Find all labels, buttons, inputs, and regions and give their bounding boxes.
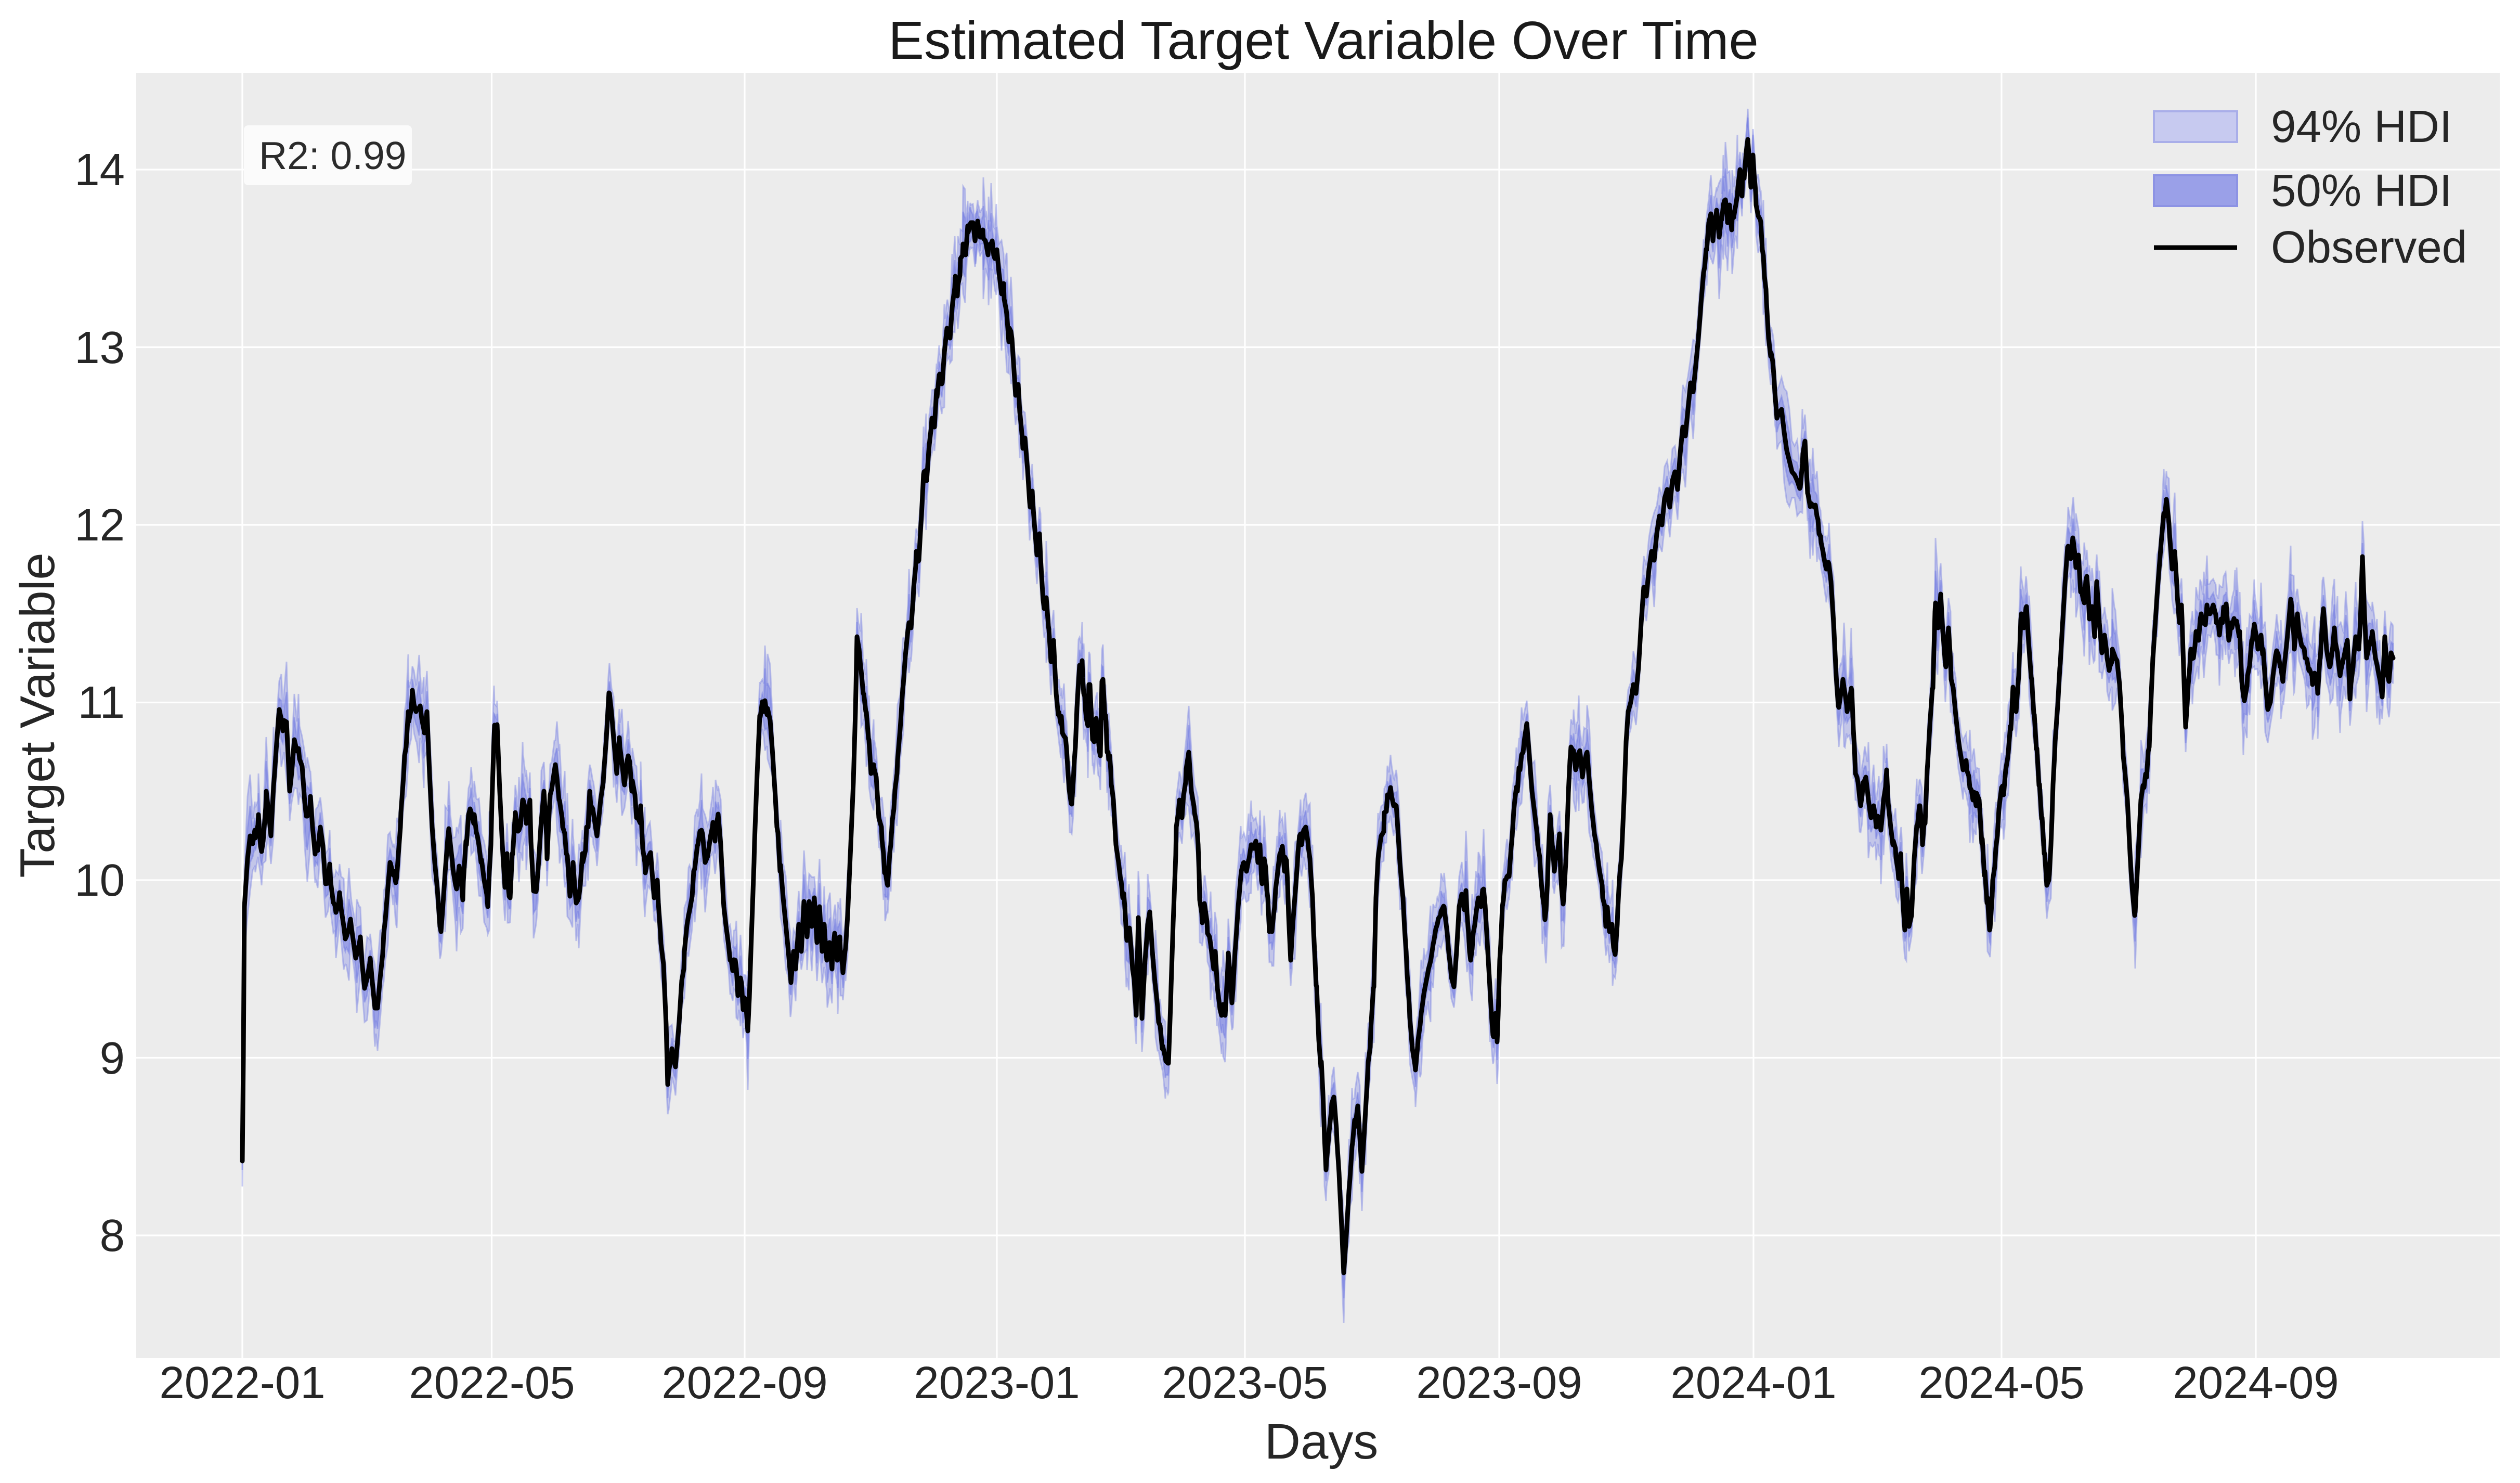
- svg-text:2022-09: 2022-09: [661, 1358, 827, 1408]
- svg-text:2024-01: 2024-01: [1670, 1358, 1836, 1408]
- svg-text:2023-01: 2023-01: [914, 1358, 1080, 1408]
- svg-text:11: 11: [78, 677, 125, 728]
- svg-text:2024-09: 2024-09: [2173, 1358, 2339, 1408]
- svg-text:Days: Days: [1265, 1414, 1379, 1469]
- svg-text:9: 9: [100, 1033, 125, 1084]
- svg-text:2022-05: 2022-05: [409, 1358, 575, 1408]
- svg-text:Target Variable: Target Variable: [10, 552, 64, 878]
- svg-text:13: 13: [74, 323, 125, 373]
- svg-text:94% HDI: 94% HDI: [2271, 101, 2452, 152]
- svg-text:Estimated Target Variable Over: Estimated Target Variable Over Time: [888, 10, 1759, 70]
- svg-text:2023-05: 2023-05: [1162, 1358, 1328, 1408]
- svg-text:2024-05: 2024-05: [1918, 1358, 2084, 1408]
- svg-text:2023-09: 2023-09: [1416, 1358, 1582, 1408]
- svg-text:12: 12: [74, 500, 125, 550]
- svg-text:2022-01: 2022-01: [159, 1358, 325, 1408]
- svg-text:Observed: Observed: [2271, 222, 2467, 273]
- svg-text:10: 10: [74, 855, 125, 906]
- svg-text:50% HDI: 50% HDI: [2271, 165, 2452, 216]
- svg-text:14: 14: [74, 145, 125, 195]
- svg-text:R2: 0.99: R2: 0.99: [259, 134, 407, 177]
- svg-text:8: 8: [100, 1210, 125, 1261]
